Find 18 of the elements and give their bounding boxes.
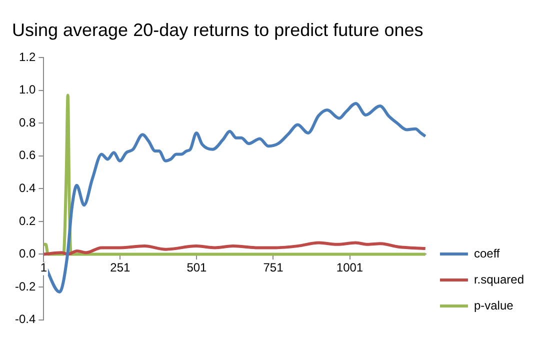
y-tick-label: 0.0: [18, 246, 36, 261]
y-tick-label: -0.4: [14, 312, 36, 326]
x-tick-label: 1001: [336, 260, 364, 275]
x-tick-label: 251: [110, 260, 131, 275]
y-tick-label: 1.2: [18, 50, 36, 64]
y-tick-label: 1.0: [18, 82, 36, 97]
legend-label: coeff: [474, 246, 500, 260]
legend-label: r.squared: [474, 272, 524, 286]
y-tick-label: 0.6: [18, 148, 36, 162]
y-tick-label: -0.2: [14, 279, 36, 294]
x-tick-label: 751: [263, 260, 284, 275]
x-tick-label: 501: [186, 260, 208, 275]
y-tick-label: 0.2: [18, 214, 36, 228]
chart-title: Using average 20-day returns to predict future ones: [12, 20, 424, 40]
y-tick-label: 0.8: [18, 115, 36, 130]
legend-label: p-value: [474, 298, 514, 312]
x-tick-label: 1: [40, 260, 48, 275]
y-tick-label: 0.4: [18, 181, 36, 196]
